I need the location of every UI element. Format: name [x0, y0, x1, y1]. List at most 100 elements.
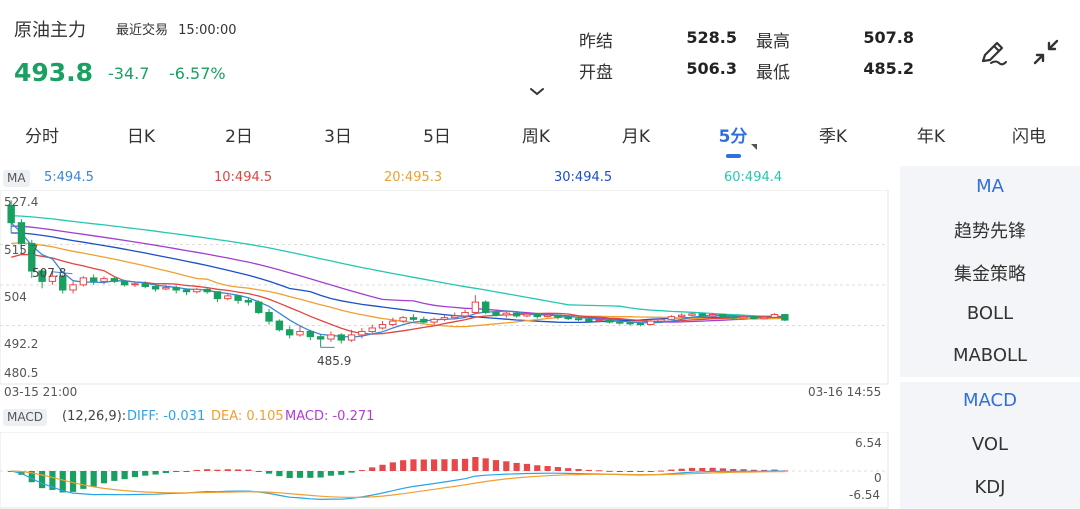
- indicator-maboll[interactable]: MABOLL: [952, 345, 1028, 366]
- candle-body: [59, 275, 67, 291]
- candle-body: [255, 301, 263, 313]
- high-marker-label: 507.8: [32, 266, 67, 280]
- macd-bar: [761, 469, 768, 471]
- tab-year-k[interactable]: 年K: [916, 127, 946, 147]
- macd-bar: [585, 469, 592, 471]
- candle-body: [667, 316, 676, 320]
- macd-bar: [523, 463, 531, 471]
- macd-bar: [389, 462, 396, 471]
- indicator-kdj[interactable]: KDJ: [974, 477, 1006, 498]
- candle-body: [306, 330, 315, 338]
- macd-bar: [461, 458, 469, 471]
- dropdown-caret-icon[interactable]: [751, 144, 757, 150]
- macd-chart[interactable]: [0, 432, 890, 509]
- candle-body: [688, 313, 696, 316]
- candle-body: [358, 330, 366, 336]
- tab-month-k[interactable]: 月K: [621, 127, 651, 147]
- ma20-line: [11, 242, 785, 328]
- macd-border: [0, 432, 889, 509]
- candle-body: [296, 330, 304, 336]
- price-axis-label: 492.2: [4, 337, 39, 351]
- candle-body: [347, 334, 356, 341]
- candle-body: [420, 318, 428, 323]
- candlestick-chart[interactable]: [0, 190, 890, 386]
- macd-bar: [111, 471, 118, 481]
- tab-day-k[interactable]: 日K: [126, 127, 156, 147]
- macd-bar: [668, 469, 675, 471]
- macd-bar: [69, 471, 77, 492]
- macd-bar: [410, 459, 417, 471]
- candle-body: [698, 313, 707, 317]
- macd-bar: [369, 467, 376, 471]
- chart-grid: [0, 190, 889, 385]
- indicator-ma[interactable]: MA: [976, 176, 1004, 197]
- macd-bar: [214, 469, 221, 471]
- macd-bar: [750, 469, 757, 471]
- indicator-vol[interactable]: VOL: [971, 434, 1009, 455]
- macd-bar: [80, 471, 87, 489]
- tab-flash[interactable]: 闪电: [1012, 127, 1046, 147]
- candle-body: [368, 327, 376, 332]
- macd-bar: [740, 469, 747, 471]
- candle-body: [636, 323, 645, 326]
- indicator-boll[interactable]: BOLL: [966, 303, 1014, 324]
- candle-body: [750, 316, 758, 320]
- macd-bar: [534, 465, 541, 471]
- macd-bar: [678, 468, 685, 471]
- macd-bar: [265, 471, 273, 474]
- macd-legend: MACD (12,26,9): DIFF: -0.031 DEA: 0.105 …: [0, 409, 890, 427]
- candle-body: [327, 334, 335, 340]
- candle-body: [120, 280, 129, 286]
- macd-bar: [719, 468, 727, 471]
- ma30-value: 30:494.5: [554, 170, 613, 185]
- macd-bar: [513, 462, 520, 471]
- candle-body: [719, 314, 727, 318]
- tab-5-day[interactable]: 5日: [423, 127, 451, 147]
- candle-body: [451, 315, 459, 319]
- macd-bar: [327, 471, 335, 476]
- collapse-arrows-icon[interactable]: [1030, 36, 1064, 70]
- last-trade-info: 最近交易 15:00:00: [116, 19, 237, 38]
- macd-bar: [781, 470, 788, 472]
- macd-bar: [379, 464, 386, 471]
- candle-body: [440, 317, 449, 320]
- tab-intraday[interactable]: 分时: [25, 127, 59, 147]
- price-axis-label: 480.5: [4, 366, 39, 380]
- period-tabs: 分时 日K 2日 3日 5日 周K 月K 5分 季K 年K 闪电: [0, 122, 1080, 154]
- tab-week-k[interactable]: 周K: [521, 127, 551, 147]
- indicator-fund-strategy[interactable]: 集金策略: [954, 264, 1026, 285]
- macd-bar: [699, 467, 706, 471]
- macd-bar: [162, 471, 169, 474]
- macd-bar: [131, 471, 139, 478]
- tab-quarter-k[interactable]: 季K: [818, 127, 848, 147]
- indicator-macd[interactable]: MACD: [963, 390, 1017, 411]
- ma10-value: 10:494.5: [214, 170, 273, 185]
- chevron-down-icon[interactable]: [528, 86, 546, 100]
- macd-bar: [482, 458, 489, 471]
- low-marker-label: 485.9: [317, 354, 352, 368]
- ma60-line: [11, 215, 785, 318]
- tab-5-min[interactable]: 5分: [718, 127, 748, 147]
- candle-body: [275, 320, 284, 331]
- candle-body: [151, 286, 160, 290]
- macd-bar: [606, 470, 613, 472]
- macd-bar: [317, 471, 324, 478]
- high-marker-line: [52, 271, 73, 275]
- tab-3-day[interactable]: 3日: [324, 127, 352, 147]
- candle-body: [471, 301, 480, 313]
- ma-badge[interactable]: MA: [3, 170, 30, 187]
- macd-badge[interactable]: MACD: [3, 409, 47, 426]
- tab-2-day[interactable]: 2日: [225, 127, 253, 147]
- candle-body: [729, 316, 737, 319]
- open-label: 开盘: [579, 63, 613, 83]
- candles: [7, 200, 789, 348]
- macd-bar: [544, 466, 551, 471]
- pen-draw-icon[interactable]: [977, 36, 1011, 70]
- instrument-title: 原油主力: [14, 20, 86, 41]
- macd-params: (12,26,9):: [62, 409, 127, 424]
- candle-body: [265, 311, 273, 322]
- indicator-trend-pioneer[interactable]: 趋势先锋: [954, 221, 1026, 242]
- candle-body: [285, 329, 294, 336]
- active-tab-indicator: [726, 154, 741, 158]
- price-axis-label: 527.4: [4, 195, 39, 209]
